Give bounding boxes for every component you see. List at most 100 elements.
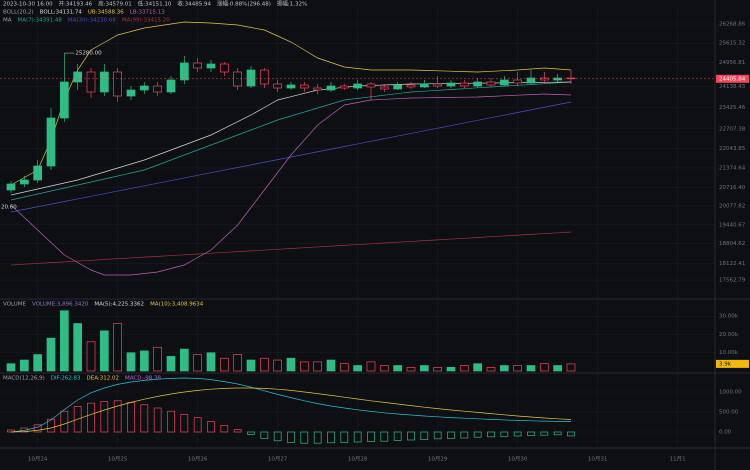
macd-line (10, 387, 572, 433)
volume-bar (33, 354, 43, 372)
x-tick-label: 10月28 (348, 456, 368, 463)
volume-bar (193, 354, 203, 372)
candle-body (419, 83, 429, 88)
candle-body (566, 77, 576, 80)
macd-bar (527, 431, 535, 436)
macd-bar (20, 427, 29, 433)
volume-bar (166, 356, 176, 372)
y-tick-label: 21374.64 (719, 165, 746, 171)
macd-bar (273, 431, 282, 442)
macd-bar (60, 410, 69, 433)
macd-bar (353, 431, 362, 443)
y-tick-label: 18122.41 (719, 261, 745, 267)
legend-entry: VOLUME:3,896.3420 (32, 302, 89, 308)
legend-entry: BOLL:34131.74 (40, 10, 83, 16)
y-tick-label: 17562.79 (719, 278, 746, 284)
x-tick-label: 10月25 (108, 456, 128, 463)
candle-body (393, 84, 403, 90)
candle-body (459, 82, 469, 87)
volume-bar (513, 365, 523, 372)
macd-bar (287, 431, 295, 443)
volume-bar (459, 365, 469, 372)
macd-bar (260, 431, 269, 439)
x-tick-label: 10月26 (188, 456, 208, 463)
candle-body (73, 71, 83, 83)
y-tick-label: 25615.32 (719, 41, 745, 47)
legend-entry: MA(7):34391.48 (18, 18, 63, 24)
macd-bar (207, 421, 215, 433)
macd-bar (327, 431, 335, 444)
boll-line (10, 21, 572, 186)
candle-body (246, 69, 256, 87)
legend-entry: MA(99):33415.20 (122, 18, 170, 24)
macd-bar (113, 400, 122, 433)
candle-body (366, 83, 376, 88)
legend-entry: MA(10):3,408.9634 (150, 302, 204, 308)
macd-bar (487, 431, 495, 438)
legend-entry: MACD:-98.38 (125, 376, 162, 382)
x-tick-label: 10月27 (268, 456, 288, 463)
y-tick-label: 20077.82 (719, 204, 745, 210)
volume-bar (393, 365, 403, 372)
volume-bar (446, 366, 456, 372)
volume-bar (259, 357, 269, 372)
legend-entry: 低:34151.10 (138, 0, 172, 8)
macd-bar (340, 431, 349, 443)
volume-bar (313, 361, 323, 372)
y-tick-label: 26268.86 (719, 22, 746, 28)
volume-bar (73, 323, 83, 372)
volume-bar (59, 310, 69, 372)
y-tick-label: 1000.00 (719, 390, 742, 396)
volume-bar (339, 363, 349, 372)
candle-body (379, 86, 389, 90)
candle-body (19, 179, 29, 185)
y-tick-label: 18804.62 (719, 241, 745, 247)
x-tick-label: 10月31 (588, 456, 608, 463)
candle-body (206, 63, 216, 69)
volume-bar (526, 365, 536, 372)
y-tick-label: 10.00k (719, 350, 739, 356)
candle-body (526, 77, 536, 84)
macd-bar (433, 431, 442, 440)
volume-bar (273, 359, 283, 372)
volume-bar (406, 366, 416, 372)
candle-body (126, 89, 136, 97)
legend-title: MA (3, 18, 12, 24)
macd-line (10, 377, 571, 433)
macd-bar (447, 431, 455, 439)
candle-body (339, 85, 349, 89)
macd-bar (380, 431, 389, 442)
legend-entry: 振幅:1.32% (277, 0, 307, 8)
candle-body (33, 165, 43, 181)
macd-bar (100, 401, 109, 433)
volume-bar (19, 359, 29, 372)
candle-body (313, 87, 323, 91)
volume-bar (419, 365, 429, 372)
macd-bar (233, 429, 242, 433)
candle-body (59, 81, 69, 119)
volume-bar (486, 366, 496, 372)
candle-body (259, 69, 269, 85)
volume-bar (246, 359, 256, 372)
volume-bar (433, 366, 443, 372)
current-volume-box (716, 359, 749, 368)
macd-bar (513, 431, 522, 437)
candle-body (513, 79, 523, 84)
macd-bar (500, 431, 509, 437)
min-label: 20.60 (1, 205, 17, 211)
volume-bar (6, 363, 16, 372)
macd-bar (87, 402, 95, 433)
candle-body (219, 63, 229, 73)
candle-body (153, 85, 163, 93)
macd-bar (553, 431, 562, 436)
macd-bar (247, 431, 255, 435)
y-tick-label: 22043.85 (719, 146, 746, 152)
volume-bar (299, 361, 309, 372)
volume-bar (233, 354, 243, 372)
y-tick-label: 19440.67 (719, 222, 746, 228)
macd-bar (140, 404, 149, 433)
legend-entry: 开:34193.46 (59, 1, 93, 8)
